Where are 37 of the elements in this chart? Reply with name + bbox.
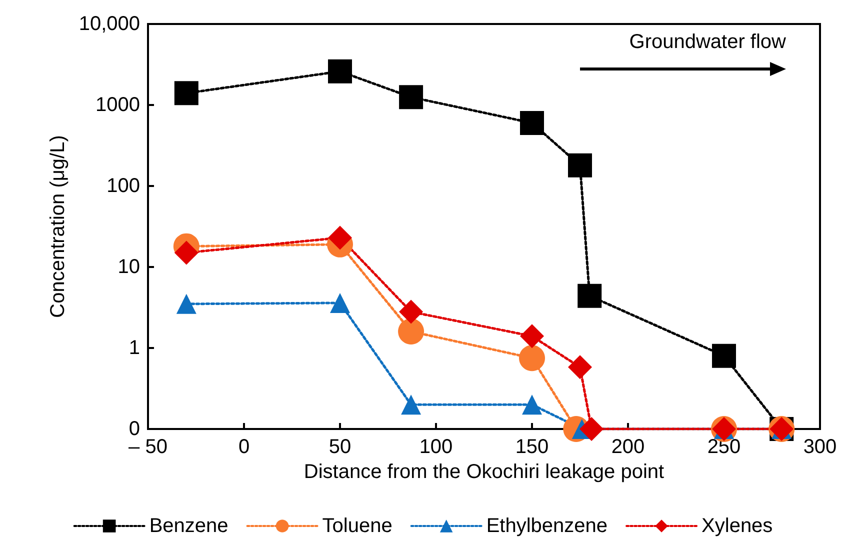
x-tick-label: 50 (328, 436, 352, 458)
y-axis-title: Concentration (μg/L) (46, 135, 69, 318)
point (568, 355, 592, 380)
x-tick-label: 300 (803, 436, 837, 458)
point (176, 294, 196, 314)
x-axis-title: Distance from the Okochiri leakage point (304, 460, 665, 483)
point (330, 292, 350, 313)
point (712, 344, 736, 368)
point (399, 85, 424, 110)
point (519, 345, 545, 372)
point (520, 110, 544, 135)
legend-label: Toluene (322, 515, 392, 537)
point (328, 59, 352, 84)
y-tick-label: 1 (128, 337, 140, 359)
x-tick-label: 100 (419, 436, 453, 458)
legend-label: Benzene (149, 515, 228, 537)
point (520, 324, 544, 348)
x-tick-label: 200 (611, 436, 645, 458)
point (568, 153, 592, 178)
point (401, 394, 422, 415)
y-tick-label: 100 (106, 175, 140, 197)
point (328, 226, 352, 250)
point (174, 240, 198, 265)
y-tick-label: 10 (118, 256, 140, 278)
x-tick-label: 150 (515, 436, 549, 458)
legend-label: Xylenes (702, 515, 773, 537)
point (522, 394, 542, 415)
point (580, 417, 604, 441)
y-tick-label: 1000 (96, 94, 140, 116)
point (398, 318, 424, 344)
point (399, 300, 424, 324)
point (174, 81, 198, 106)
annotation: Groundwater flow (629, 31, 787, 53)
point (578, 284, 602, 308)
legend-label: Ethylbenzene (486, 515, 608, 537)
x-tick-label: 0 (238, 436, 250, 458)
y-tick-label: 10,000 (78, 13, 140, 35)
